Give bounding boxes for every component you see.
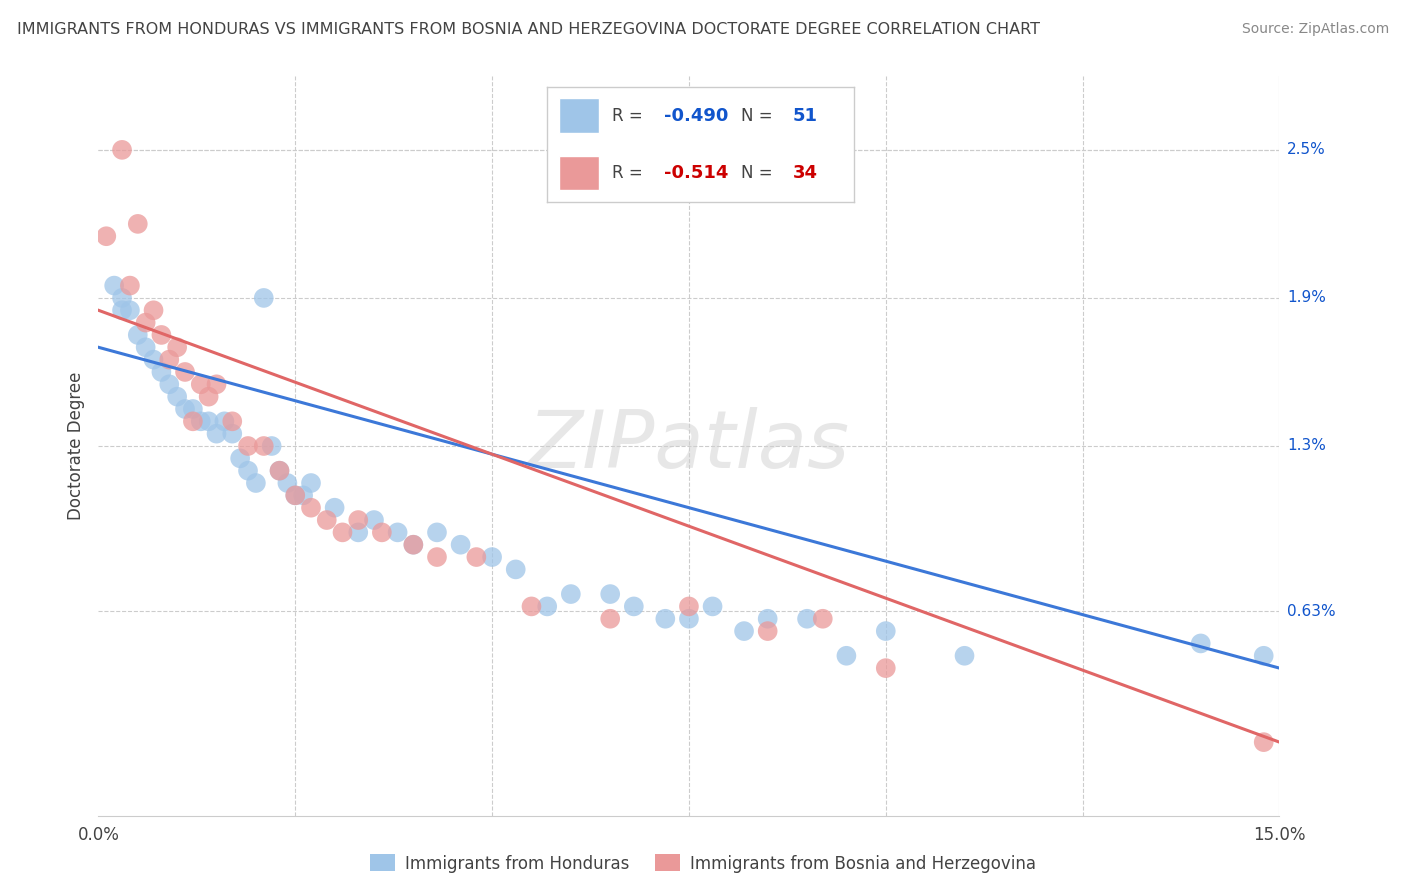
Point	[426, 525, 449, 540]
Point	[299, 500, 322, 515]
Point	[811, 612, 834, 626]
Point	[150, 327, 173, 342]
Point	[678, 612, 700, 626]
Point	[221, 426, 243, 441]
Point	[205, 426, 228, 441]
Point	[197, 390, 219, 404]
Point	[702, 599, 724, 614]
Point	[135, 316, 157, 330]
Point	[623, 599, 645, 614]
Point	[127, 217, 149, 231]
Point	[260, 439, 283, 453]
Point	[214, 414, 236, 428]
Point	[166, 340, 188, 354]
Point	[190, 377, 212, 392]
Point	[481, 549, 503, 565]
Point	[299, 476, 322, 491]
Point	[332, 525, 354, 540]
Point	[174, 401, 197, 416]
Point	[654, 612, 676, 626]
Point	[520, 599, 543, 614]
Point	[315, 513, 337, 527]
Point	[347, 525, 370, 540]
Point	[875, 661, 897, 675]
Point	[174, 365, 197, 379]
Point	[756, 612, 779, 626]
Point	[796, 612, 818, 626]
Point	[103, 278, 125, 293]
Point	[756, 624, 779, 639]
Point	[111, 143, 134, 157]
Point	[111, 303, 134, 318]
Text: 1.3%: 1.3%	[1288, 439, 1326, 453]
Point	[323, 500, 346, 515]
Point	[205, 377, 228, 392]
Point	[371, 525, 394, 540]
Point	[190, 414, 212, 428]
Point	[560, 587, 582, 601]
Point	[835, 648, 858, 663]
Point	[142, 352, 165, 367]
Point	[269, 464, 291, 478]
Point	[426, 549, 449, 565]
Point	[142, 303, 165, 318]
Point	[284, 488, 307, 502]
Point	[347, 513, 370, 527]
Point	[245, 476, 267, 491]
Legend: Immigrants from Honduras, Immigrants from Bosnia and Herzegovina: Immigrants from Honduras, Immigrants fro…	[364, 847, 1042, 880]
Point	[181, 401, 204, 416]
Point	[1189, 636, 1212, 650]
Point	[135, 340, 157, 354]
Point	[678, 599, 700, 614]
Text: ZIPatlas: ZIPatlas	[527, 407, 851, 485]
Point	[505, 562, 527, 576]
Y-axis label: Doctorate Degree: Doctorate Degree	[66, 372, 84, 520]
Point	[197, 414, 219, 428]
Point	[387, 525, 409, 540]
Point	[269, 464, 291, 478]
Point	[599, 587, 621, 601]
Point	[1253, 648, 1275, 663]
Point	[1253, 735, 1275, 749]
Point	[157, 352, 180, 367]
Point	[127, 327, 149, 342]
Point	[96, 229, 118, 244]
Point	[465, 549, 488, 565]
Text: Source: ZipAtlas.com: Source: ZipAtlas.com	[1241, 22, 1389, 37]
Point	[450, 538, 472, 552]
Point	[118, 303, 141, 318]
Point	[166, 390, 188, 404]
Point	[118, 278, 141, 293]
Point	[284, 488, 307, 502]
Point	[402, 538, 425, 552]
Point	[181, 414, 204, 428]
Text: IMMIGRANTS FROM HONDURAS VS IMMIGRANTS FROM BOSNIA AND HERZEGOVINA DOCTORATE DEG: IMMIGRANTS FROM HONDURAS VS IMMIGRANTS F…	[17, 22, 1040, 37]
Point	[402, 538, 425, 552]
Point	[953, 648, 976, 663]
Point	[229, 451, 252, 466]
Point	[276, 476, 298, 491]
Point	[157, 377, 180, 392]
Text: 2.5%: 2.5%	[1288, 143, 1326, 157]
Point	[236, 464, 259, 478]
Point	[733, 624, 755, 639]
Point	[253, 291, 276, 305]
Point	[236, 439, 259, 453]
Point	[111, 291, 134, 305]
Point	[292, 488, 315, 502]
Point	[363, 513, 385, 527]
Point	[536, 599, 558, 614]
Point	[599, 612, 621, 626]
Text: 0.63%: 0.63%	[1288, 604, 1336, 619]
Point	[221, 414, 243, 428]
Point	[875, 624, 897, 639]
Point	[253, 439, 276, 453]
Text: 1.9%: 1.9%	[1288, 291, 1326, 305]
Point	[150, 365, 173, 379]
